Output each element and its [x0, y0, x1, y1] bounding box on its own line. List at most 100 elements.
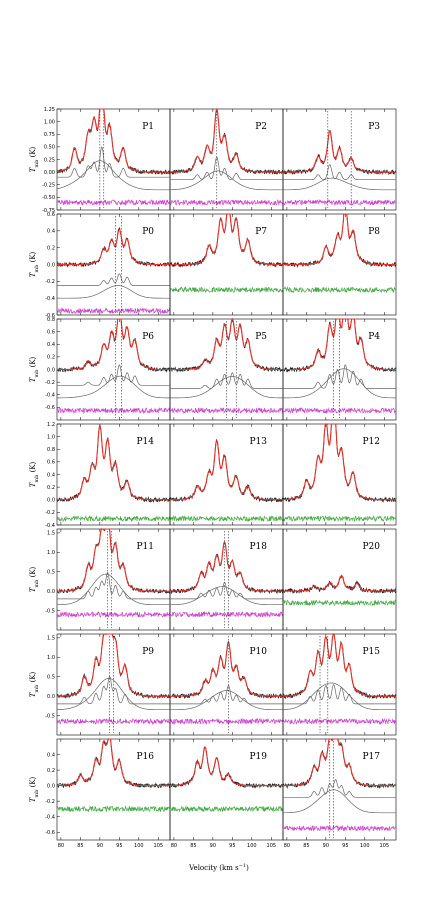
fit-curve [283, 213, 396, 266]
y-tick-label: 0.5 [47, 570, 55, 576]
panel-label: P15 [362, 647, 380, 657]
x-tick-label: 80 [171, 843, 177, 849]
y-axis-label: Tmb (K) [29, 776, 40, 802]
y-tick-label: 0.4 [47, 472, 55, 478]
x-axis-label: Velocity (km s−1) [188, 863, 249, 872]
panel-label: P1 [142, 122, 154, 132]
fit-curve [57, 738, 170, 787]
y-tick-label: 1.00 [44, 119, 55, 125]
fit-curve [57, 228, 170, 266]
observed-spectrum [282, 738, 397, 790]
x-tick-label: 90 [210, 843, 216, 849]
panel-label: P14 [136, 437, 154, 447]
y-tick-label: 0.25 [44, 157, 55, 163]
y-tick-label: 0.4 [47, 752, 55, 758]
panel-label: P20 [362, 542, 380, 552]
x-tick-label: 105 [267, 843, 277, 849]
component-line [283, 682, 396, 711]
y-tick-label: -0.5 [45, 608, 55, 614]
component-line [56, 677, 170, 711]
y-tick-label: 1.25 [44, 107, 55, 113]
x-tick-label: 85 [77, 843, 83, 849]
component-line [57, 285, 170, 299]
panel-label: P11 [136, 542, 154, 552]
fit-curve [170, 640, 283, 697]
panel-p14: 1.2 1.0 0.8 0.6 0.4 0.2 0.0 -0.2 -0.4 Tmb (K) P14 [29, 422, 171, 529]
residual-line [282, 286, 397, 294]
y-tick-label: 0.2 [47, 245, 55, 251]
fit-curve [170, 108, 283, 173]
x-tick-label: 95 [116, 843, 122, 849]
component-line [283, 684, 396, 705]
x-tick-label: 105 [380, 843, 390, 849]
panel-label: P10 [249, 647, 267, 657]
x-tick-label: 85 [190, 843, 196, 849]
component-line [170, 582, 283, 600]
y-tick-label: 1.0 [47, 655, 55, 661]
y-tick-label: -0.25 [42, 183, 55, 189]
x-tick-label: 85 [303, 843, 309, 849]
component-line [57, 573, 170, 606]
panel-p3: P3 [282, 108, 397, 211]
x-tick-label: 100 [134, 843, 144, 849]
y-axis-label: Tmb (K) [29, 251, 40, 277]
panel-p20: P20 [282, 528, 397, 631]
y-tick-label: 0.6 [47, 212, 55, 218]
residual-line [169, 286, 284, 293]
panel-label: P5 [255, 332, 267, 342]
panel-p2: P2 [169, 108, 284, 211]
fit-curve [283, 318, 396, 371]
component-line [283, 364, 396, 389]
component-line [57, 273, 170, 286]
observed-spectrum [282, 213, 397, 268]
y-tick-label: 0.0 [47, 262, 55, 268]
component-line [57, 375, 170, 399]
panel-label: P17 [362, 752, 380, 762]
observed-spectrum [56, 108, 171, 176]
fit-curve [56, 108, 170, 173]
panel-frame [282, 528, 397, 631]
y-tick-label: -0.2 [45, 279, 55, 285]
component-line [170, 170, 283, 191]
residual-line [169, 805, 284, 813]
panel-label: P12 [362, 437, 380, 447]
y-tick-label: 0.0 [47, 367, 55, 373]
component-line [283, 778, 396, 798]
fit-curve [283, 423, 396, 501]
component-line [56, 160, 170, 191]
y-axis-label: Tmb (K) [29, 146, 40, 172]
y-tick-label: -0.4 [45, 523, 55, 529]
y-tick-label: -0.6 [45, 405, 55, 411]
x-tick-label: 95 [342, 843, 348, 849]
y-tick-label: 0.5 [47, 675, 55, 681]
component-line [283, 177, 396, 191]
panel-frame [282, 738, 397, 841]
panel-label: P0 [142, 227, 154, 237]
panel-frame [282, 423, 397, 526]
component-line [170, 690, 283, 711]
panel-label: P19 [249, 752, 267, 762]
observed-spectrum [282, 423, 397, 503]
y-tick-label: 0.0 [47, 783, 55, 789]
y-tick-label: 0.75 [44, 132, 55, 138]
panel-p5: P5 [169, 317, 284, 421]
component-line [283, 164, 396, 181]
component-line [170, 156, 283, 181]
fit-curve [170, 746, 283, 787]
panel-label: P4 [368, 332, 380, 342]
panel-p8: P8 [282, 213, 397, 316]
fit-curve [170, 318, 283, 371]
residual-line [282, 599, 397, 607]
panel-p11: 1.5 1.0 0.5 0.0 -0.5 Tmb (K) P11 [29, 528, 171, 631]
observed-spectrum [282, 632, 397, 700]
panel-p13: P13 [169, 423, 284, 526]
residual-line [56, 515, 170, 523]
y-tick-label: 0.2 [47, 768, 55, 774]
observed-spectrum [282, 129, 397, 176]
y-tick-label: -0.50 [42, 195, 55, 201]
residual-line [169, 199, 284, 206]
panel-frame [282, 108, 397, 211]
y-tick-label: -0.2 [45, 380, 55, 386]
residual-line [56, 805, 171, 813]
